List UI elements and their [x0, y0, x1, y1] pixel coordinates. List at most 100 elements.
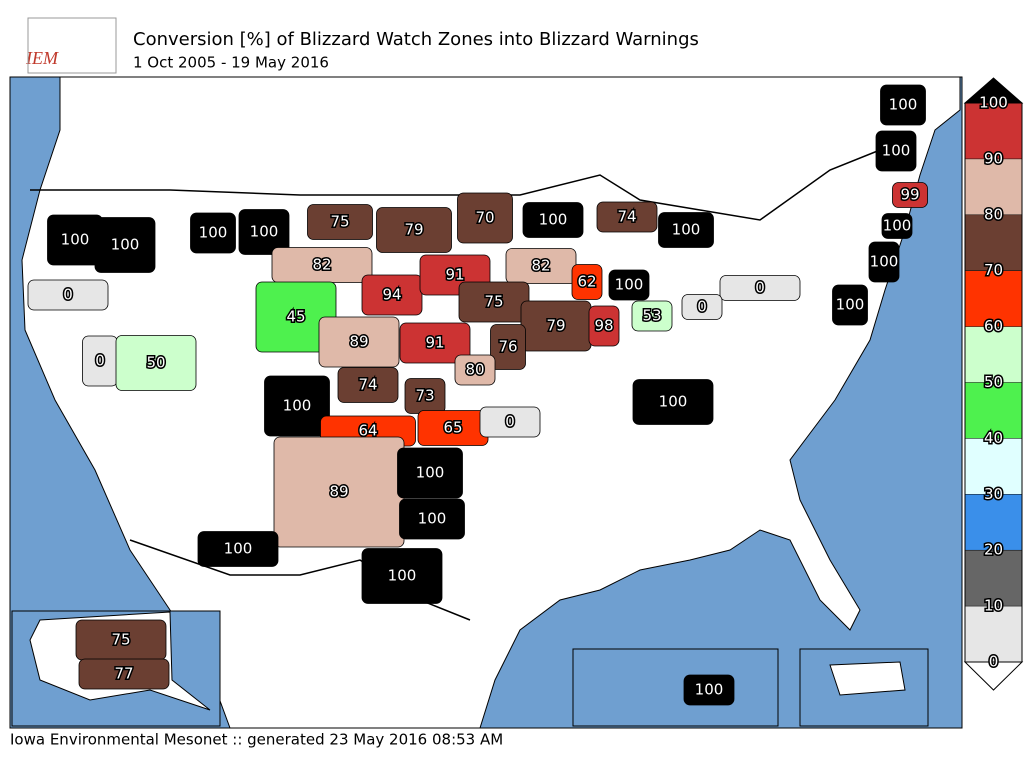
zone-label: 100 [659, 393, 688, 411]
zone-label: 82 [531, 257, 550, 275]
colorbar-label: 60 [984, 317, 1003, 335]
zone [397, 447, 463, 499]
zone-label: 73 [415, 387, 434, 405]
zone [190, 212, 236, 254]
colorbar: 0 10 20 30 40 50 60 70 80 90 100 [963, 77, 1024, 691]
zone [361, 274, 423, 316]
zone [571, 264, 603, 300]
zone-label: 75 [484, 293, 503, 311]
logo: IEM [25, 48, 59, 68]
zone-label: 100 [870, 253, 899, 271]
zone-label: 62 [577, 273, 596, 291]
zone-label: 100 [695, 681, 724, 699]
zone [683, 674, 735, 706]
colorbar-bin [965, 494, 1022, 551]
border [30, 149, 881, 221]
pr-land [829, 661, 906, 696]
zone-label: 100 [224, 540, 253, 558]
colorbar-bin [965, 158, 1022, 215]
zone-label: 100 [416, 464, 445, 482]
zone-label: 100 [836, 296, 865, 314]
zone [238, 209, 290, 255]
zone-label: 98 [594, 317, 613, 335]
zone-label: 100 [388, 567, 417, 585]
zone-label: 91 [445, 266, 464, 284]
zone [78, 658, 170, 690]
zone-label: 100 [883, 217, 912, 235]
colorbar-bin [965, 270, 1022, 327]
colorbar-bin [965, 438, 1022, 495]
zone-label: 100 [111, 236, 140, 254]
colorbar-bin [965, 103, 1022, 159]
zone-label: 100 [539, 211, 568, 229]
zone [881, 213, 913, 239]
zone [376, 207, 452, 253]
colorbar-label: 80 [984, 205, 1003, 223]
zone-label: 45 [286, 308, 305, 326]
colorbar-label: 20 [984, 541, 1003, 559]
colorbar-label: 100 [979, 94, 1008, 112]
zone-label: 0 [755, 279, 765, 297]
zone [197, 531, 279, 567]
zone [868, 241, 900, 283]
zone-label: 100 [882, 142, 911, 160]
logo-frame [27, 17, 117, 74]
zone [399, 322, 471, 364]
zone [94, 217, 156, 273]
zone-label: 79 [546, 317, 565, 335]
zone-label: 100 [283, 397, 312, 415]
zone-label: 91 [425, 334, 444, 352]
zone [457, 192, 513, 244]
zone [27, 279, 109, 311]
zone-label: 100 [672, 221, 701, 239]
zone [596, 201, 658, 233]
zone-label: 82 [312, 256, 331, 274]
zone-label: 53 [642, 307, 661, 325]
zone [832, 284, 868, 326]
zone [658, 212, 714, 248]
zone-label: 75 [111, 631, 130, 649]
footer: Iowa Environmental Mesonet :: generated … [10, 731, 503, 749]
colorbar-label: 50 [984, 373, 1003, 391]
zone-label: 94 [382, 286, 401, 304]
zone [632, 379, 714, 425]
zone [631, 300, 673, 332]
zone [264, 375, 330, 437]
zone-label: 0 [95, 352, 105, 370]
zone [115, 335, 197, 391]
zone-label: 76 [498, 338, 517, 356]
zone [454, 354, 496, 386]
zone-label: 0 [505, 413, 515, 431]
colorbar-label: 40 [984, 429, 1003, 447]
zone [892, 182, 928, 208]
zone-label: 50 [146, 354, 165, 372]
zone [681, 294, 723, 320]
zone-label: 79 [404, 221, 423, 239]
zone-label: 0 [63, 286, 73, 304]
zone-label: 100 [889, 96, 918, 114]
map: 100 100 100 100 75 79 70 100 74 100 100 100 99 100 100… [9, 76, 963, 729]
zone-label: 0 [697, 298, 707, 316]
zone-label: 100 [615, 276, 644, 294]
zone [522, 202, 584, 238]
colorbar-label: 10 [984, 597, 1003, 615]
colorbar-bin [965, 550, 1022, 607]
colorbar-bin [965, 326, 1022, 383]
zone-label: 89 [329, 483, 348, 501]
zone [490, 324, 526, 370]
zone [719, 275, 801, 301]
zone [479, 406, 541, 438]
colorbar-bin [965, 606, 1022, 662]
zone-label: 100 [61, 231, 90, 249]
zone [337, 367, 399, 403]
zone-label: 80 [465, 361, 484, 379]
colorbar-label: 0 [989, 653, 999, 671]
zone-label: 65 [443, 419, 462, 437]
zone-label: 100 [418, 510, 447, 528]
zone-label: 74 [617, 208, 636, 226]
zone [608, 269, 650, 301]
zone-label: 100 [199, 224, 228, 242]
zone-label: 74 [358, 376, 377, 394]
